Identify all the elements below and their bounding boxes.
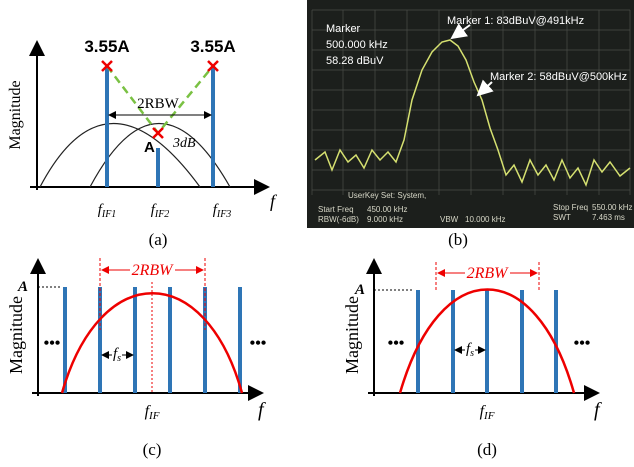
tick-label: fIF <box>145 403 160 422</box>
ellipsis: ••• <box>250 335 267 352</box>
marker-arrow <box>476 79 494 97</box>
screen-text: Marker <box>326 23 361 35</box>
x-label: f <box>594 399 602 421</box>
screen-text: RBW(-6dB) <box>318 215 359 224</box>
label: 2RBW <box>132 262 175 279</box>
screen-text: 10.000 kHz <box>465 215 505 224</box>
label: 3.55A <box>190 37 235 56</box>
screen-text: UserKey Set: System, <box>348 191 426 200</box>
screen-text: Start Freq <box>318 205 354 214</box>
caption: (d) <box>477 440 497 459</box>
panel-b: Marker 500.000 kHz 58.28 dBuV Marker 1: … <box>307 0 634 249</box>
screen-text: Marker 1: 83dBuV@491kHz <box>447 15 584 27</box>
ellipsis: ••• <box>44 335 61 352</box>
curve <box>60 292 244 394</box>
markers <box>101 60 219 139</box>
bars <box>63 287 242 393</box>
ellipsis: ••• <box>574 335 591 352</box>
trace <box>314 39 631 188</box>
screen-text: 550.00 kHz <box>592 203 632 212</box>
screen-text: 9.000 kHz <box>367 215 403 224</box>
tick-label: fIF1 <box>98 202 117 220</box>
caption: (a) <box>149 230 168 249</box>
screen-text: 58.28 dBuV <box>326 55 384 67</box>
curve <box>398 288 576 394</box>
screen-text: Marker 2: 58dBuV@500kHz <box>490 71 627 83</box>
screen-text: Stop Freq <box>553 203 588 212</box>
panel-a: 3.55A 3.55A 2RBW A 3dB Magnitude f fIF1 … <box>7 37 278 249</box>
marker-arrow <box>450 23 471 40</box>
label: fs <box>113 346 121 364</box>
y-label: Magnitude <box>7 80 24 149</box>
screen-text: VBW <box>440 215 459 224</box>
label: 3dB <box>172 136 196 151</box>
screen-text: 7.463 ms <box>592 213 625 222</box>
label: A <box>354 282 365 298</box>
y-label: Magnitude <box>6 296 26 374</box>
tick-label: fIF3 <box>213 202 232 220</box>
label: 2RBW <box>137 96 180 112</box>
screen-text: SWT <box>553 213 571 222</box>
curve <box>39 122 201 188</box>
screen-text: 450.00 kHz <box>367 205 407 214</box>
screen-text: 500.000 kHz <box>326 39 388 51</box>
caption: (c) <box>143 440 162 459</box>
caption: (b) <box>448 230 468 249</box>
x-label: f <box>258 399 266 421</box>
label: fs <box>466 341 474 359</box>
tick-label: fIF2 <box>151 202 170 220</box>
label: A <box>144 139 155 156</box>
y-label: Magnitude <box>342 296 362 374</box>
ellipsis: ••• <box>388 335 405 352</box>
tick-label: fIF <box>480 403 495 422</box>
x-label: f <box>270 191 278 211</box>
label: 2RBW <box>467 265 510 282</box>
label: A <box>17 279 28 295</box>
screen-grid <box>311 9 631 195</box>
panel-d: 2RBW fs A Magnitude ••• ••• fIF f (d) <box>342 258 602 459</box>
bars <box>416 290 558 393</box>
panel-c: 2RBW fs A Magnitude ••• ••• fIF f (c) <box>6 258 266 459</box>
label: 3.55A <box>84 37 129 56</box>
